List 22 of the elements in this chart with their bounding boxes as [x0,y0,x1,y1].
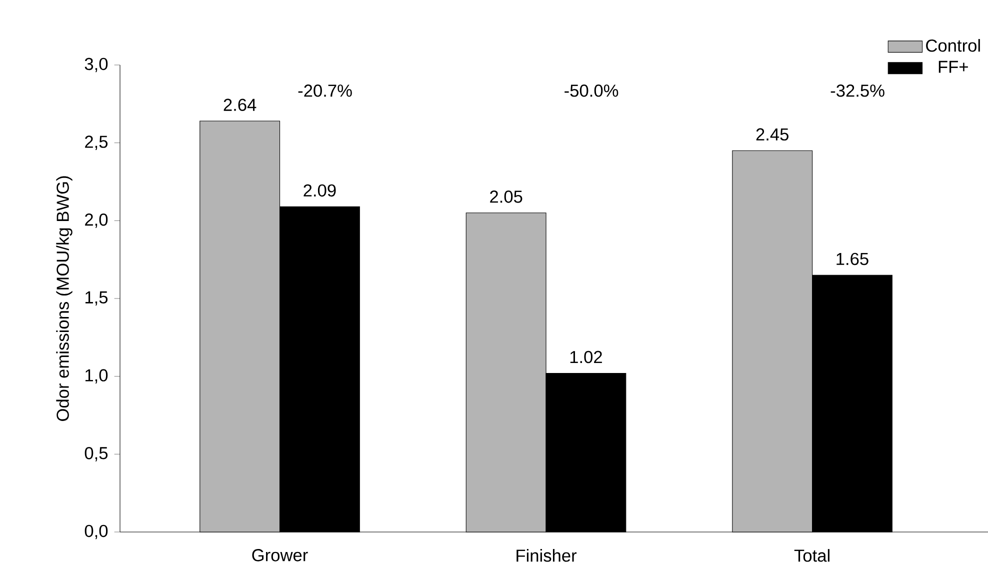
y-tick-label: 3,0 [84,58,108,72]
legend-label: Control [926,39,980,52]
y-tick-label: 0,0 [84,524,108,540]
y-tick-label: 2,0 [85,213,108,228]
data-label: 2.45 [756,128,788,141]
y-tick-label: 0,5 [84,446,108,462]
y-axis-title: Odor emissions (MOU/kg BWG) [56,176,72,421]
data-label: 2.05 [490,190,522,203]
x-tick-label: Finisher [516,549,577,562]
data-label: 1.02 [570,350,602,364]
data-label: 2.64 [224,98,256,111]
legend-label: FF+ [938,60,968,73]
y-tick-label: 2,5 [85,136,108,150]
x-tick-label: Total [794,549,830,562]
y-tick-label: 1,0 [85,369,108,384]
annotation: -32.5% [830,84,884,97]
annotation: -50.0% [564,84,618,97]
annotation: -20.7% [298,84,352,97]
x-tick-label: Grower [252,549,308,562]
y-tick-label: 1,5 [85,291,108,306]
data-label: 2.09 [304,184,336,197]
data-label: 1.65 [836,252,868,266]
